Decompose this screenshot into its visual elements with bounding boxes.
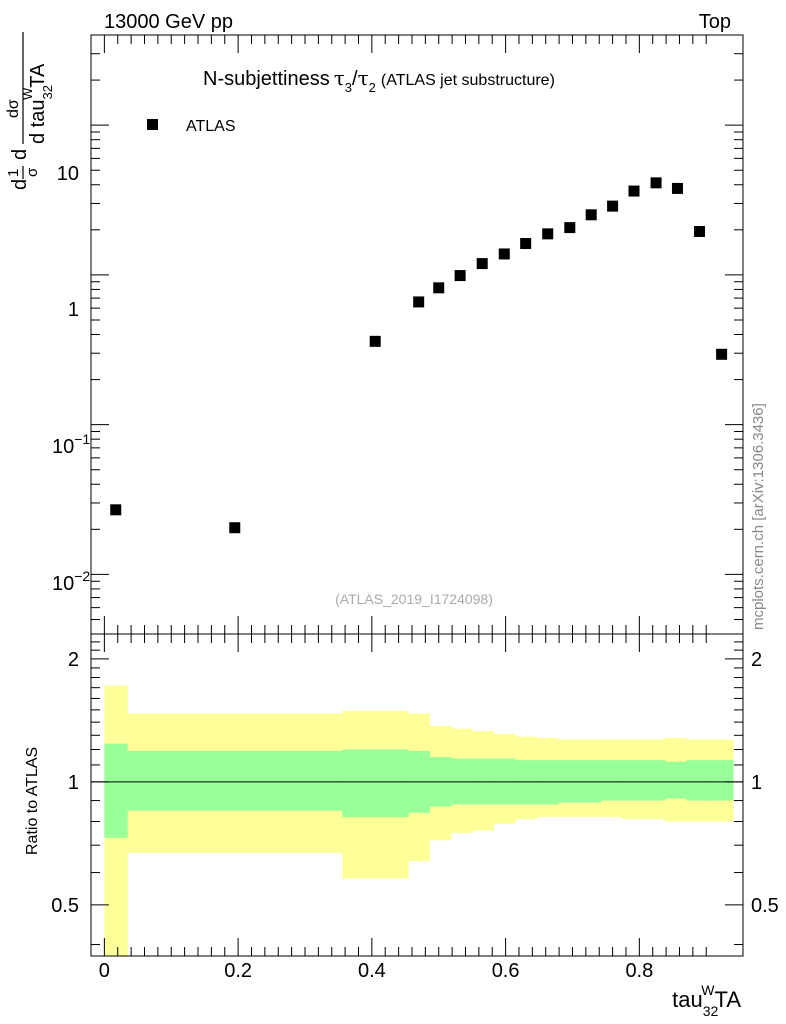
svg-text:1: 1	[5, 169, 22, 177]
x-tick-label: 0	[99, 960, 110, 982]
data-point-atlas	[498, 248, 510, 260]
band-segment	[557, 760, 580, 803]
data-point-atlas	[433, 282, 445, 294]
ratio-y-tick-label-right: 1	[751, 772, 762, 794]
y-tick-label-10: 10	[57, 163, 79, 185]
data-point-atlas	[476, 258, 488, 270]
data-point-atlas	[369, 335, 381, 347]
ratio-y-tick-label: 2	[68, 649, 79, 671]
data-point-atlas	[628, 185, 640, 197]
band-total-uncertainty	[104, 685, 734, 956]
x-tick-label: 0.2	[224, 960, 252, 982]
main-y-ticks	[91, 34, 743, 635]
data-point-atlas	[229, 522, 241, 534]
x-tick-label: 0.6	[492, 960, 520, 982]
x-tick-label: 0.4	[358, 960, 386, 982]
x-tick-label: 0.8	[625, 960, 653, 982]
band-segment	[600, 760, 623, 801]
ratio-y-tick-labels-right: 0.5 1 2	[751, 649, 779, 917]
band-segment	[664, 761, 687, 799]
y-tick-label-0.1: 10−1	[52, 431, 90, 458]
ratio-y-ticks	[91, 633, 743, 946]
data-point-atlas	[694, 225, 706, 237]
band-segment	[686, 760, 709, 801]
legend-label-atlas: ATLAS	[186, 118, 236, 135]
band-statistical-uncertainty	[104, 743, 734, 838]
analysis-reference-label: (ATLAS_2019_I1724098)	[335, 591, 493, 607]
atlas-data-points	[110, 177, 728, 534]
svg-text:d: d	[9, 149, 31, 160]
main-y-axis-label: d 1 σ d dσ d tau32WTA	[5, 32, 55, 190]
ratio-y-tick-label-right: 0.5	[751, 895, 779, 917]
x-tick-labels: 0 0.2 0.4 0.6 0.8	[99, 960, 653, 982]
ratio-uncertainty-bands	[104, 685, 734, 956]
data-point-atlas	[650, 177, 662, 189]
ratio-y-tick-label-right: 2	[751, 649, 762, 671]
band-segment	[643, 760, 666, 801]
band-segment	[621, 760, 644, 801]
data-point-atlas	[564, 222, 576, 234]
y-tick-label-1: 1	[68, 299, 79, 321]
data-point-atlas	[542, 228, 554, 240]
band-segment	[342, 749, 409, 818]
band-segment	[104, 743, 128, 838]
svg-text:σ: σ	[24, 167, 41, 177]
data-point-atlas	[607, 200, 619, 212]
data-point-atlas	[110, 504, 122, 516]
ratio-y-tick-labels: 0.5 1 2	[51, 649, 79, 917]
y-tick-label-0.01: 10−2	[52, 568, 90, 595]
data-point-atlas	[520, 238, 532, 250]
x-axis-label: tau32WTA	[672, 982, 741, 1019]
energy-label: 13000 GeV pp	[104, 11, 233, 33]
svg-text:d tau32WTA: d tau32WTA	[20, 63, 55, 144]
process-label: Top	[699, 11, 731, 33]
data-point-atlas	[585, 209, 597, 221]
legend-marker-atlas	[147, 119, 158, 130]
data-point-atlas	[454, 270, 466, 282]
svg-text:d: d	[9, 179, 31, 190]
ratio-y-axis-label: Ratio to ATLAS	[24, 747, 41, 855]
data-point-atlas	[716, 348, 728, 360]
band-segment	[707, 760, 734, 801]
data-point-atlas	[671, 182, 683, 194]
data-point-atlas	[413, 296, 425, 308]
mcplots-credit: mcplots.cern.ch [arXiv:1306.3436]	[750, 403, 767, 630]
ratio-x-ticks	[103, 634, 707, 956]
ratio-y-tick-label: 0.5	[51, 895, 79, 917]
ratio-y-tick-label: 1	[68, 772, 79, 794]
svg-text:dσ: dσ	[5, 99, 22, 118]
ratio-panel-frame	[90, 633, 744, 957]
band-segment	[127, 750, 344, 811]
main-x-ticks	[103, 35, 707, 634]
chart-title: N-subjettiness τ3/τ2 (ATLAS jet substructu…	[203, 66, 555, 95]
band-segment	[579, 760, 602, 803]
